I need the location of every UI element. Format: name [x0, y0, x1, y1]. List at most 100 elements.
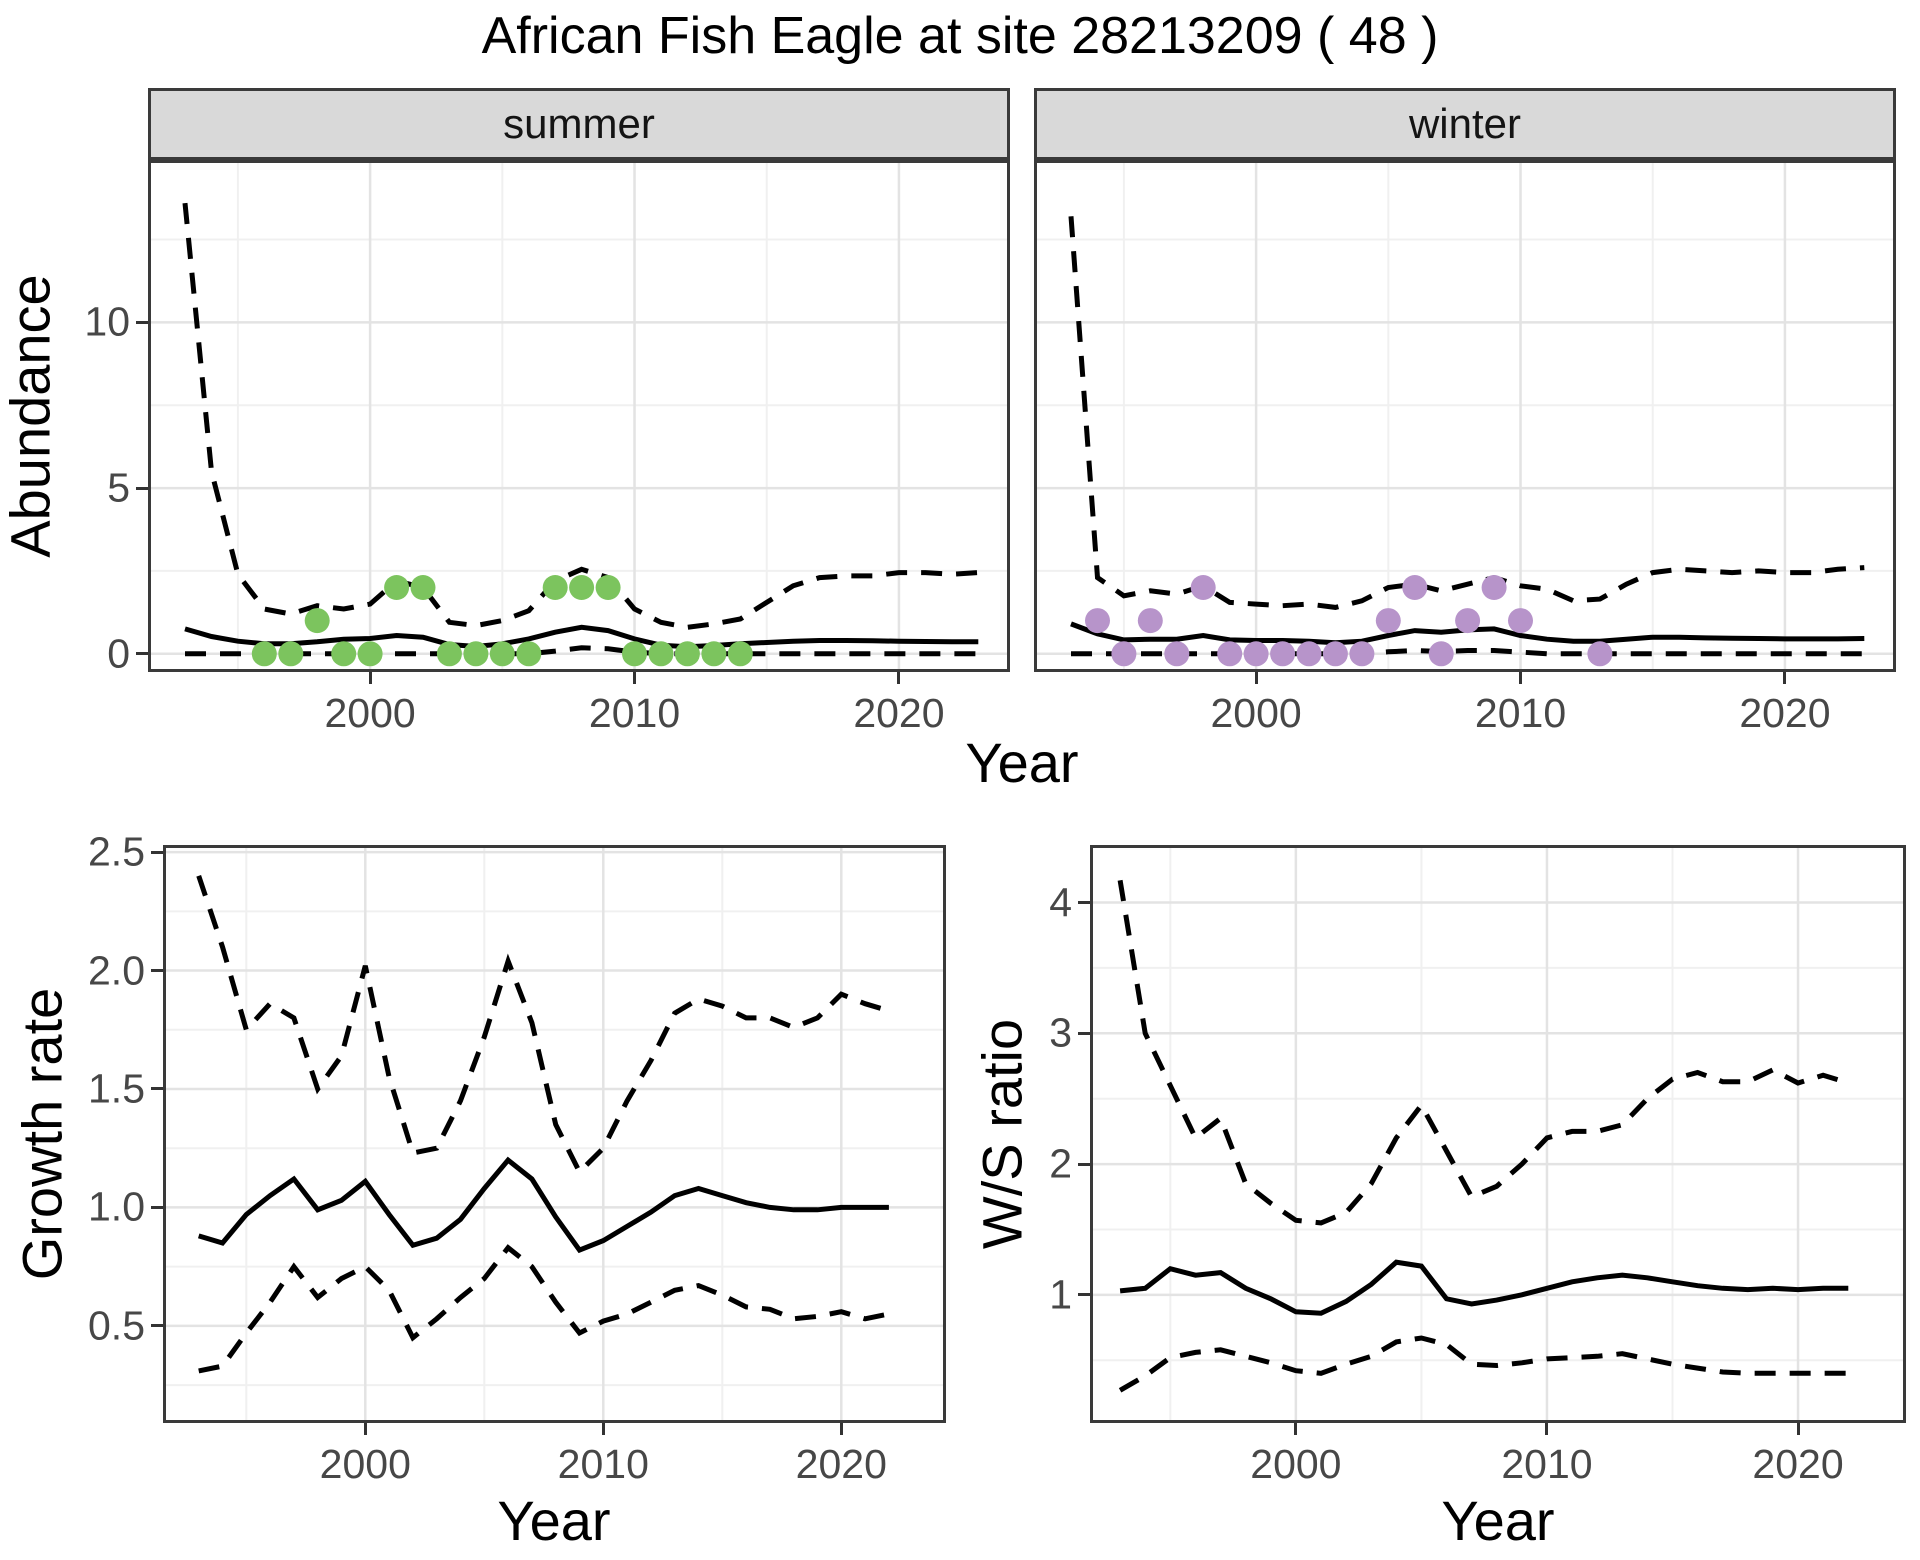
y-tick-label: 1.0 — [88, 1183, 145, 1230]
observed-point — [1322, 641, 1348, 667]
y-tick-mark — [151, 850, 163, 854]
growth-rate-axis-title: Growth rate — [10, 987, 74, 1281]
facet-strip-summer: summer — [148, 88, 1010, 160]
panel-border — [148, 160, 1010, 672]
abundance-winter-panel — [1034, 160, 1896, 672]
y-tick-label: 2.0 — [88, 947, 145, 994]
facet-strip-summer-label: summer — [503, 100, 655, 147]
observed-point — [1111, 641, 1137, 667]
x-tick-mark — [633, 672, 637, 684]
ws-ratio-panel — [1090, 845, 1906, 1423]
observed-point — [463, 641, 489, 667]
x-tick-label: 2000 — [319, 1441, 411, 1487]
y-tick-label: 10 — [84, 298, 130, 345]
x-tick-label: 2020 — [1739, 690, 1831, 736]
x-tick-mark — [1294, 1423, 1298, 1435]
observed-point — [1190, 575, 1216, 600]
x-tick-label: 2020 — [853, 690, 945, 736]
observed-point — [436, 641, 462, 667]
x-tick-label: 2000 — [1250, 1441, 1342, 1487]
abundance-axis-title: Abundance — [0, 274, 62, 558]
ws-year-axis-title: Year — [1441, 1489, 1555, 1552]
x-tick-label: 2020 — [1752, 1441, 1844, 1487]
observed-point — [648, 641, 674, 667]
y-tick-mark — [151, 1087, 163, 1091]
x-tick-mark — [1545, 1423, 1549, 1435]
observed-point — [569, 575, 595, 600]
observed-point — [1508, 608, 1533, 634]
observed-point — [1455, 608, 1481, 634]
y-tick-mark — [1078, 1162, 1090, 1166]
observed-point — [727, 641, 753, 667]
observed-point — [1085, 608, 1110, 634]
observed-point — [1481, 575, 1507, 600]
observed-point — [674, 641, 700, 667]
x-tick-label: 2010 — [557, 1441, 649, 1487]
observed-point — [1349, 641, 1375, 667]
x-tick-mark — [897, 672, 901, 684]
x-tick-label: 2010 — [1501, 1441, 1593, 1487]
y-tick-mark — [1078, 1293, 1090, 1297]
observed-point — [1375, 608, 1401, 634]
upper-ci-line — [196, 875, 890, 1177]
x-tick-mark — [1796, 1423, 1800, 1435]
growth-year-axis-title: Year — [497, 1489, 611, 1552]
y-tick-label: 2.5 — [88, 828, 145, 875]
observed-point — [1270, 641, 1296, 667]
y-tick-label: 4 — [1049, 879, 1072, 926]
observed-point — [622, 641, 647, 667]
observed-point — [251, 641, 277, 667]
observed-point — [1217, 641, 1243, 667]
x-tick-mark — [1254, 672, 1258, 684]
panel-border — [1090, 845, 1906, 1423]
x-tick-mark — [1783, 672, 1787, 684]
top-year-axis-title: Year — [965, 731, 1079, 794]
y-tick-mark — [151, 1324, 163, 1328]
growth-rate-panel — [163, 845, 946, 1423]
facet-strip-winter-label: winter — [1408, 100, 1522, 147]
y-tick-mark — [136, 320, 148, 324]
facet-strip-winter: winter — [1034, 88, 1896, 160]
observed-point — [357, 641, 383, 667]
lower-ci-line — [1118, 1335, 1849, 1393]
observed-point — [1164, 641, 1190, 667]
median-line — [1119, 1259, 1849, 1316]
observed-point — [410, 575, 436, 600]
x-tick-label: 2000 — [1210, 690, 1302, 736]
y-tick-label: 3 — [1049, 1009, 1072, 1056]
panel-background — [1090, 845, 1906, 1423]
observed-point — [1243, 641, 1269, 667]
y-tick-mark — [151, 969, 163, 973]
observed-point — [278, 641, 304, 667]
ws-ratio-axis-title: W/S ratio — [970, 1018, 1034, 1250]
y-tick-label: 1 — [1049, 1271, 1072, 1318]
x-tick-mark — [601, 1423, 605, 1435]
observed-point — [542, 575, 568, 600]
median-line — [184, 624, 979, 650]
upper-ci-line — [1117, 879, 1850, 1226]
x-tick-label: 2010 — [1474, 690, 1567, 736]
y-tick-label: 5 — [107, 464, 130, 511]
lower-ci-line — [198, 1244, 890, 1374]
y-tick-label: 0 — [107, 630, 130, 677]
median-line — [197, 1156, 889, 1254]
plot-title: African Fish Eagle at site 28213209 ( 48… — [481, 7, 1439, 65]
x-tick-mark — [1519, 672, 1523, 684]
x-tick-mark — [368, 672, 372, 684]
observed-point — [1402, 575, 1428, 600]
observed-point — [304, 608, 330, 634]
abundance-summer-panel — [148, 160, 1010, 672]
lower-ci-line — [1071, 647, 1865, 657]
y-tick-mark — [136, 652, 148, 656]
observed-point — [1296, 641, 1322, 667]
observed-point — [701, 641, 727, 667]
panel-background — [163, 845, 946, 1423]
y-tick-mark — [136, 486, 148, 490]
panel-border — [163, 845, 946, 1423]
observed-point — [384, 575, 410, 600]
observed-point — [595, 575, 621, 600]
y-tick-label: 2 — [1049, 1140, 1072, 1187]
observed-point — [1428, 641, 1454, 667]
x-tick-label: 2000 — [324, 690, 416, 736]
